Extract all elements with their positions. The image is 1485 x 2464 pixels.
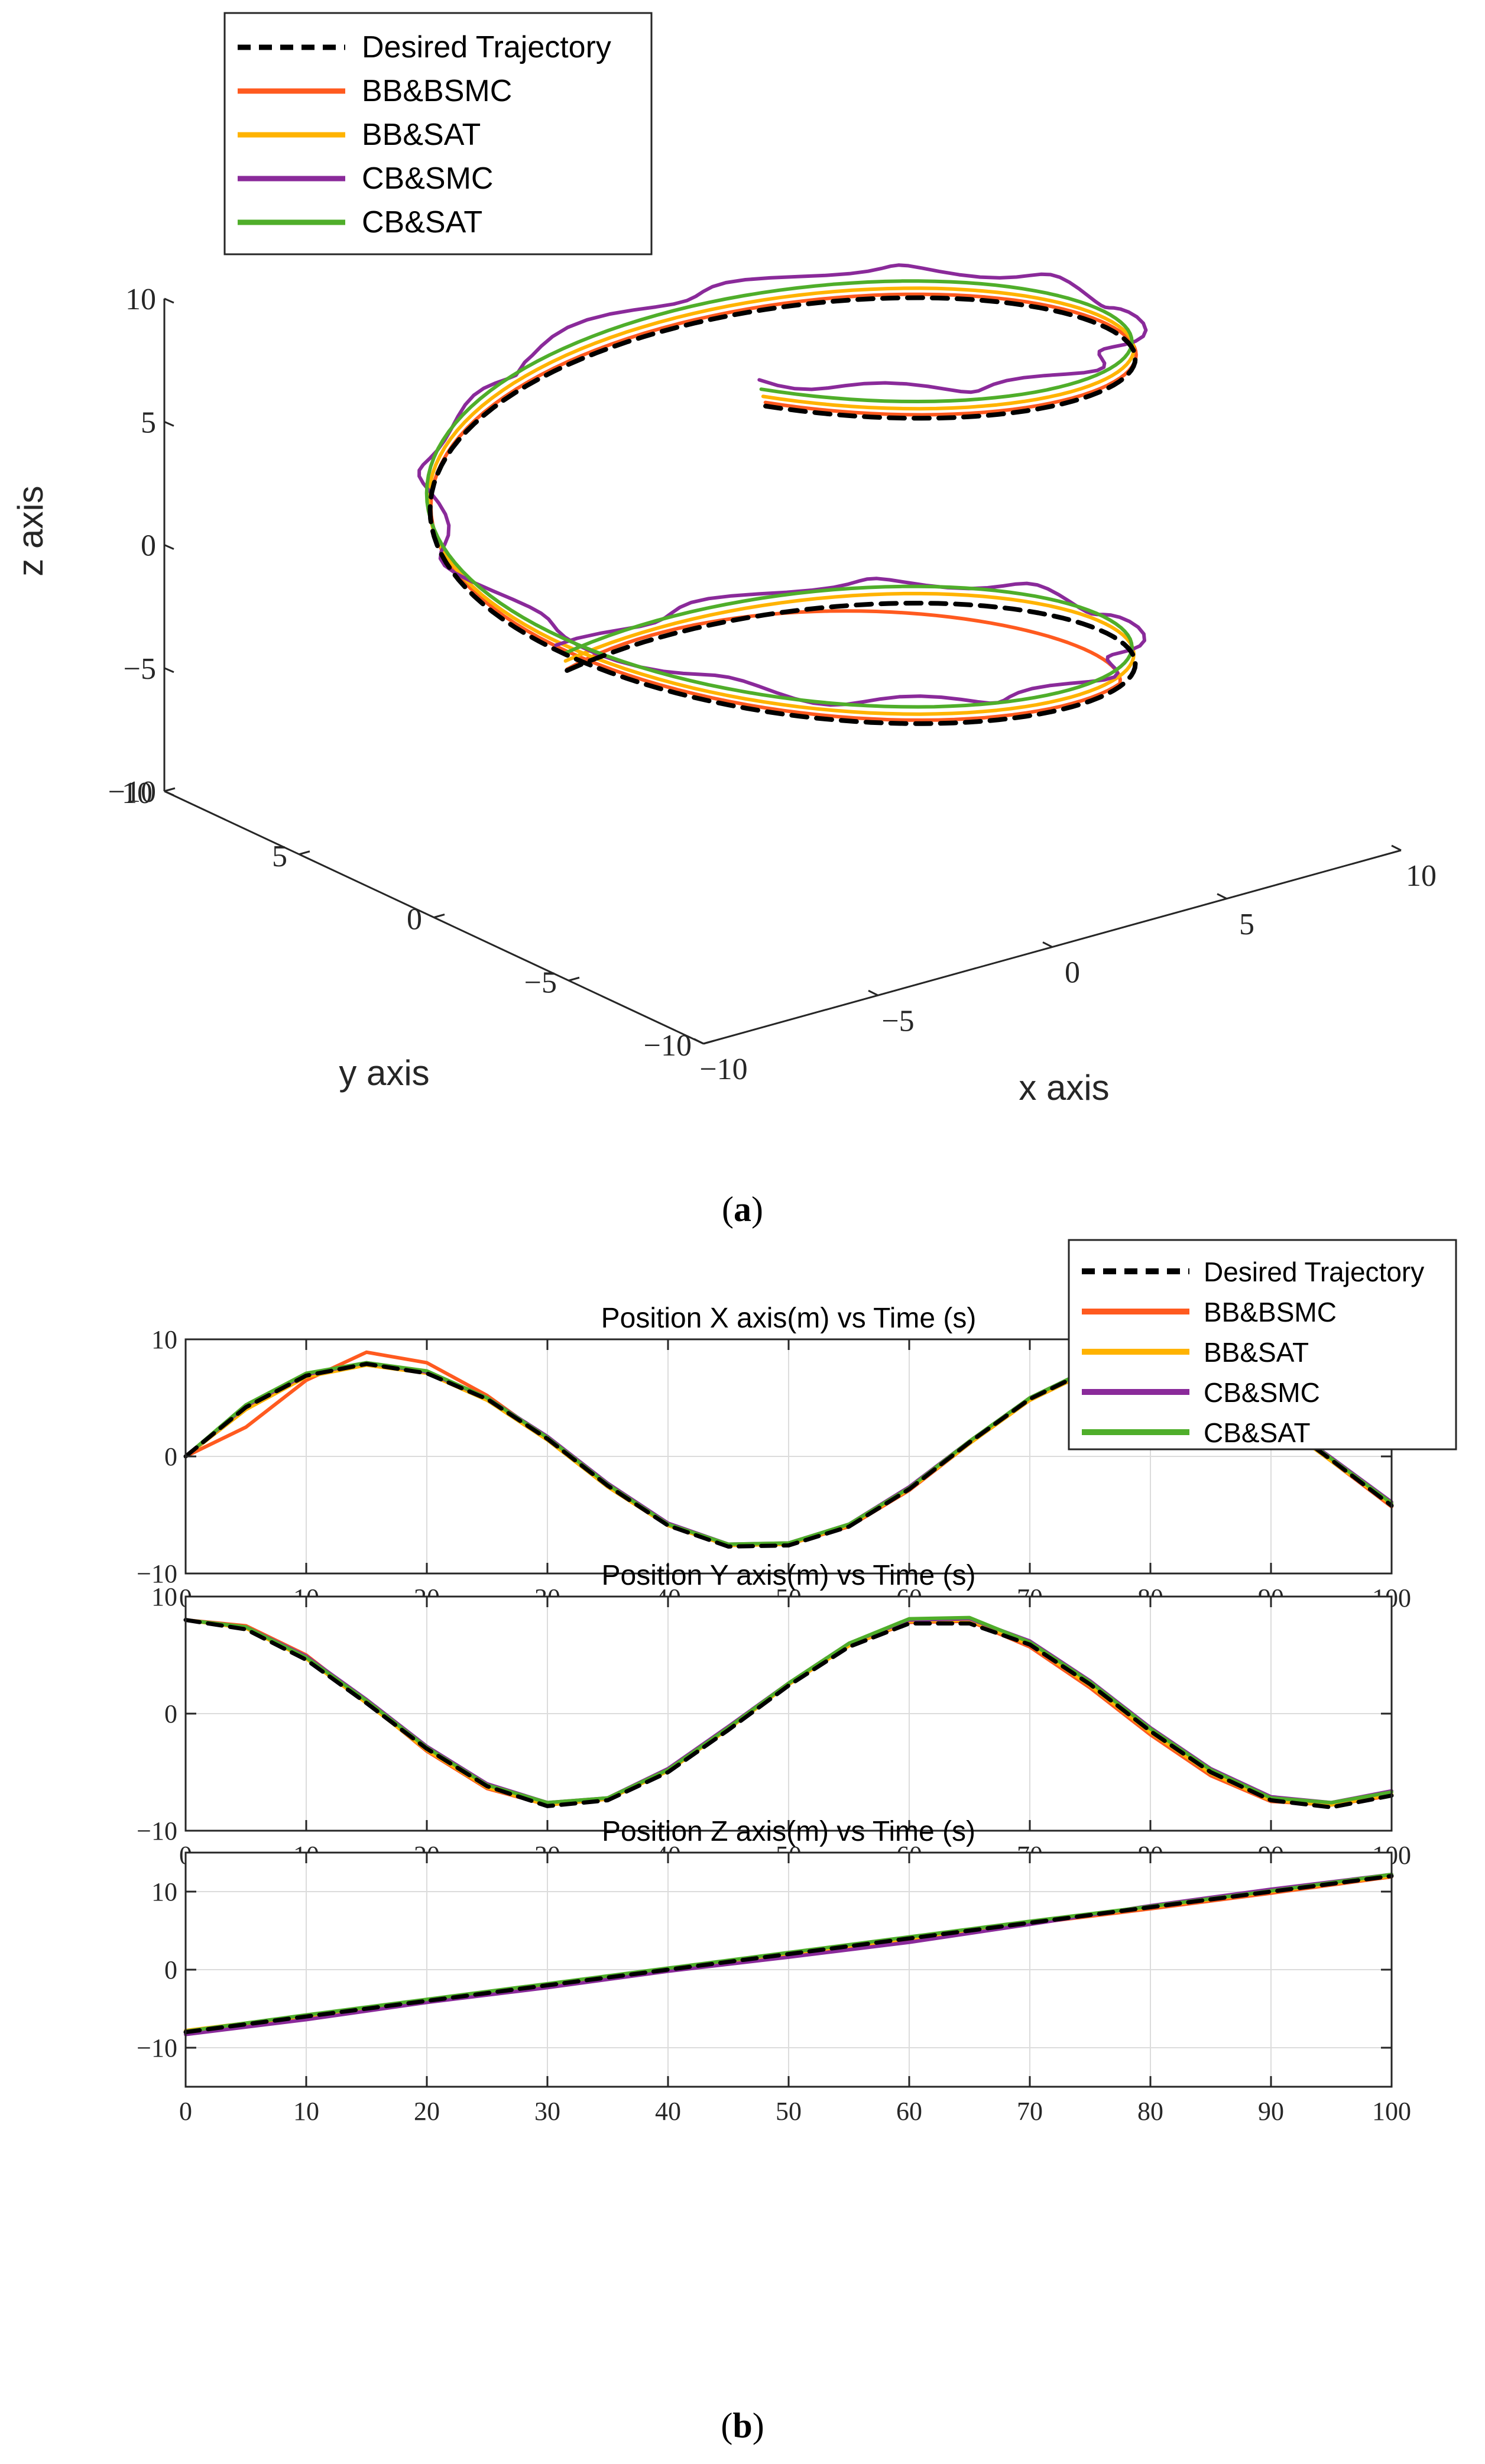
z-axis-label: z axis bbox=[11, 485, 50, 576]
series-desired-trajectory bbox=[183, 1874, 1394, 2035]
y-tick bbox=[299, 850, 310, 856]
3d-trajectories bbox=[417, 263, 1148, 726]
legend-label: CB&SAT bbox=[362, 205, 482, 239]
z-tick bbox=[164, 420, 174, 427]
y-tick-label: −10 bbox=[644, 1029, 692, 1063]
legend-panel-b: Desired Trajectory BB&BSMC BB&SAT CB&SMC CB&… bbox=[1068, 1239, 1457, 1450]
x-tick bbox=[1042, 941, 1053, 948]
z-tick bbox=[164, 667, 174, 674]
y-tick-label: 0 bbox=[164, 1442, 177, 1471]
x-tick-label: 70 bbox=[1017, 2097, 1043, 2126]
grid bbox=[185, 1853, 1392, 2087]
y-tick-label: 10 bbox=[122, 776, 153, 810]
y-axis-label: y axis bbox=[339, 1053, 429, 1093]
y-tick-label: −10 bbox=[137, 2034, 177, 2062]
subplot-title: Position X axis(m) vs Time (s) bbox=[601, 1303, 977, 1334]
legend-panel-a: Desired Trajectory BB&BSMC BB&SAT CB&SMC CB&… bbox=[223, 12, 653, 255]
x-tick-label: 20 bbox=[414, 2097, 440, 2126]
y-tick bbox=[568, 976, 580, 982]
x-tick-label: −10 bbox=[699, 1053, 747, 1086]
x-tick-label: 60 bbox=[896, 2097, 922, 2126]
subplot-title: Position Y axis(m) vs Time (s) bbox=[601, 1560, 975, 1591]
y-tick-label: 10 bbox=[151, 1582, 177, 1611]
panel-b-caption: (b) bbox=[721, 2406, 764, 2445]
z-tick-label: −10 bbox=[108, 775, 156, 809]
x-tick-label: 5 bbox=[1239, 908, 1254, 941]
x-axis-label: x axis bbox=[1019, 1068, 1109, 1108]
y-tick-label: 10 bbox=[151, 1325, 177, 1354]
x-tick-label: 0 bbox=[1065, 956, 1080, 990]
z-tick-label: 5 bbox=[141, 406, 156, 439]
x-tick-label: 80 bbox=[1137, 2097, 1163, 2126]
3d-tick-marks bbox=[164, 297, 1402, 1045]
x-tick-label: −5 bbox=[881, 1004, 914, 1038]
x-tick-label: 10 bbox=[1406, 859, 1437, 893]
z-tick-label: 0 bbox=[141, 529, 156, 563]
series-desired-trajectory bbox=[183, 1618, 1394, 1809]
legend-label: CB&SMC bbox=[362, 161, 493, 196]
y-tick-label: −5 bbox=[524, 966, 557, 999]
legend-label: Desired Trajectory bbox=[1204, 1257, 1424, 1287]
x-tick-label: 90 bbox=[1258, 2097, 1284, 2126]
subplot-z: 0 10 20 30 40 50 60 70 80 90 100 −10 0 10 Position Z a… bbox=[137, 1816, 1411, 2126]
y-tick bbox=[164, 787, 176, 792]
z-tick bbox=[164, 790, 174, 796]
legend-label: CB&SAT bbox=[1204, 1417, 1311, 1448]
y-tick-label: −10 bbox=[137, 1817, 177, 1845]
z-tick bbox=[164, 544, 174, 550]
legend-box bbox=[1068, 1239, 1457, 1450]
x-tick-label: 50 bbox=[776, 2097, 802, 2126]
x-tick-label: 10 bbox=[293, 2097, 319, 2126]
y-tick-label: 0 bbox=[164, 1955, 177, 1984]
z-tick bbox=[164, 297, 174, 304]
x-tick-label: 40 bbox=[655, 2097, 681, 2126]
x-tick-label: 100 bbox=[1372, 2097, 1411, 2126]
legend-label: BB&BSMC bbox=[362, 74, 512, 108]
y-tick-label: 0 bbox=[407, 903, 422, 937]
z-tick-label: −5 bbox=[124, 652, 156, 686]
x-tick-label: 30 bbox=[534, 2097, 560, 2126]
x-tick bbox=[1391, 844, 1402, 851]
legend-label: Desired Trajectory bbox=[362, 30, 611, 64]
y-tick bbox=[433, 914, 445, 918]
trajectory-cb-sat bbox=[424, 279, 1134, 709]
y-tick-label: 10 bbox=[151, 1877, 177, 1906]
legend-label: BB&SAT bbox=[362, 118, 481, 152]
x-tick-label: 0 bbox=[179, 2097, 192, 2126]
x-tick bbox=[868, 989, 878, 996]
subplot-title: Position Z axis(m) vs Time (s) bbox=[602, 1816, 975, 1847]
y-tick-label: −10 bbox=[137, 1559, 177, 1588]
legend-label: BB&SAT bbox=[1204, 1337, 1309, 1368]
x-tick bbox=[1217, 893, 1227, 900]
panel-a-caption: (a) bbox=[722, 1190, 763, 1229]
legend-label: CB&SMC bbox=[1204, 1377, 1320, 1408]
x-tick bbox=[693, 1038, 704, 1045]
z-tick-label: 10 bbox=[125, 283, 156, 316]
y-tick-label: 5 bbox=[272, 840, 287, 873]
y-tick bbox=[703, 1040, 715, 1045]
y-tick-label: 0 bbox=[164, 1699, 177, 1728]
legend-label: BB&BSMC bbox=[1204, 1297, 1337, 1327]
trajectory-desired-trajectory bbox=[427, 295, 1138, 726]
